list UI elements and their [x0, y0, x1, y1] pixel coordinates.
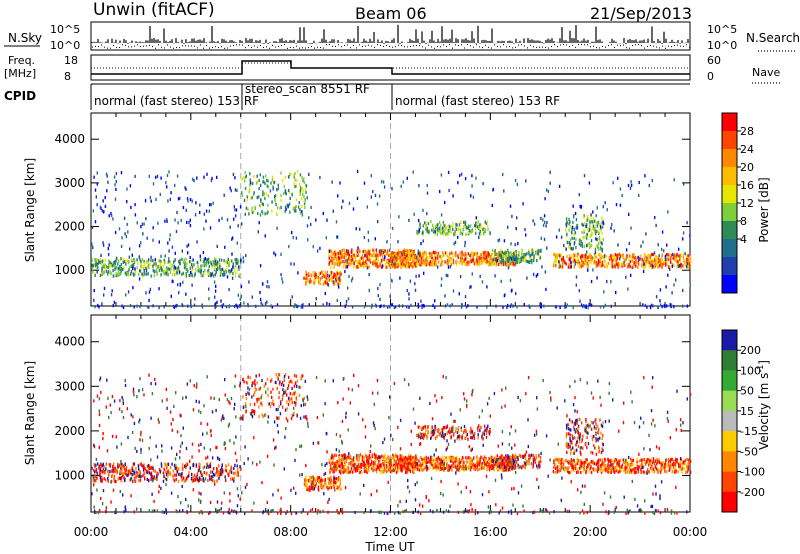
colorbar-segment — [722, 390, 737, 412]
colorbar-segment — [722, 203, 737, 222]
colorbar-tick-label: 12 — [740, 197, 754, 210]
freq-tick-bottom: 8 — [64, 70, 71, 83]
colorbar-segment — [722, 471, 737, 493]
x-tick-label: 16:00 — [473, 525, 508, 539]
velocity-label-end: ] — [757, 360, 771, 365]
velocity-panel: 1000 2000 3000 4000 00:00 04:00 08:00 12:00 16:0… — [54, 314, 765, 539]
velocity-panel-ylabel: Slant Range [km] — [23, 361, 37, 465]
echo-points — [91, 169, 692, 310]
colorbar-segment — [722, 431, 737, 452]
y-tick-label: 3000 — [54, 176, 85, 190]
velocity-colorbar: 200 100 50 15 -15 -50 -100 -200 — [721, 329, 765, 513]
y-tick-label: 1000 — [54, 263, 85, 277]
nsky-tick-bottom-right: 10^0 — [707, 39, 737, 52]
colorbar-tick-label: -50 — [740, 445, 758, 458]
colorbar-segment — [722, 149, 737, 168]
x-tick-label: 04:00 — [174, 525, 209, 539]
x-tick-label: 20:00 — [573, 525, 608, 539]
velocity-label-main: Velocity [m s — [757, 373, 771, 450]
x-tick-label: 08:00 — [273, 525, 308, 539]
nave-tick-bottom: 0 — [707, 70, 714, 83]
colorbar-tick-label: 16 — [740, 179, 754, 192]
colorbar-segment — [722, 330, 737, 351]
colorbar-segment — [722, 239, 737, 258]
cpid-segment-2: stereo_scan 8551 RF — [245, 82, 370, 96]
colorbar-tick-label: 15 — [740, 405, 754, 418]
y-tick-label: 2000 — [54, 220, 85, 234]
colorbar-segment — [722, 257, 737, 276]
y-tick-label: 3000 — [54, 379, 85, 393]
y-tick-label: 4000 — [54, 132, 85, 146]
plot-frame — [90, 314, 691, 513]
power-colorbar-label: Power [dB] — [757, 177, 771, 242]
y-tick-label: 1000 — [54, 468, 85, 482]
y-tick-label: 2000 — [54, 424, 85, 438]
colorbar-tick-label: -100 — [740, 466, 765, 479]
colorbar-tick-label: 4 — [740, 233, 747, 246]
nsky-tick-bottom-left: 10^0 — [50, 39, 80, 52]
colorbar-tick-label: 28 — [740, 125, 754, 138]
colorbar-segment — [722, 167, 737, 186]
x-tick-label: 00:00 — [673, 525, 708, 539]
colorbar-tick-label: 100 — [740, 364, 761, 377]
echo-points — [91, 373, 692, 516]
nsky-panel — [90, 21, 691, 51]
colorbar-segment — [722, 410, 737, 432]
colorbar-tick-label: -15 — [740, 425, 758, 438]
colorbar-segment — [722, 131, 737, 150]
colorbar-tick-label: 20 — [740, 161, 754, 174]
cpid-label: CPID — [4, 89, 36, 103]
velocity-label-sup: -1 — [756, 365, 765, 373]
colorbar-segment — [722, 491, 737, 513]
colorbar-segment — [722, 185, 737, 204]
station-title: Unwin (fitACF) — [93, 0, 215, 20]
colorbar-tick-label: 200 — [740, 344, 761, 357]
colorbar-segment — [722, 275, 737, 294]
nsky-tick-top-left: 10^5 — [50, 23, 80, 36]
freq-label-2: [MHz] — [4, 67, 36, 80]
y-tick-label: 4000 — [54, 335, 85, 349]
colorbar-segment — [722, 370, 737, 392]
nsky-trace — [91, 24, 689, 44]
colorbar-tick-label: 8 — [740, 215, 747, 228]
freq-tick-top: 18 — [64, 54, 78, 67]
cpid-segment-1: normal (fast stereo) 153 RF — [94, 94, 259, 108]
colorbar-segment — [722, 451, 737, 472]
velocity-colorbar-label: Velocity [m s-1] — [756, 360, 771, 450]
colorbar-segment — [722, 113, 737, 132]
x-tick-label: 12:00 — [373, 525, 408, 539]
nsky-label: N.Sky — [8, 31, 42, 45]
colorbar-frame — [721, 329, 738, 513]
colorbar-segment — [722, 350, 737, 371]
power-panel-ylabel: Slant Range [km] — [23, 158, 37, 262]
colorbar-tick-label: -200 — [740, 486, 765, 499]
freq-line — [91, 60, 690, 75]
beam-title: Beam 06 — [355, 4, 427, 23]
power-colorbar: 28 24 20 16 12 8 4 — [721, 112, 754, 294]
date-title: 21/Sep/2013 — [590, 4, 693, 23]
x-axis-label: Time UT — [364, 540, 415, 554]
power-panel: 1000 2000 3000 4000 28 24 20 16 12 8 4 — [54, 112, 754, 310]
cpid-segment-3: normal (fast stereo) 153 RF — [395, 94, 560, 108]
colorbar-tick-label: 24 — [740, 143, 754, 156]
freq-label-1: Freq. — [8, 54, 35, 67]
colorbar-segment — [722, 221, 737, 240]
nave-line — [91, 62, 690, 69]
x-tick-label: 00:00 — [74, 525, 109, 539]
nsky-tick-top-right: 10^5 — [707, 23, 737, 36]
nsearch-trace — [92, 44, 690, 49]
colorbar-tick-label: 50 — [740, 385, 754, 398]
nave-label: Nave — [752, 66, 780, 79]
nsearch-label: N.Search — [746, 31, 800, 45]
nave-tick-top: 60 — [707, 54, 721, 67]
